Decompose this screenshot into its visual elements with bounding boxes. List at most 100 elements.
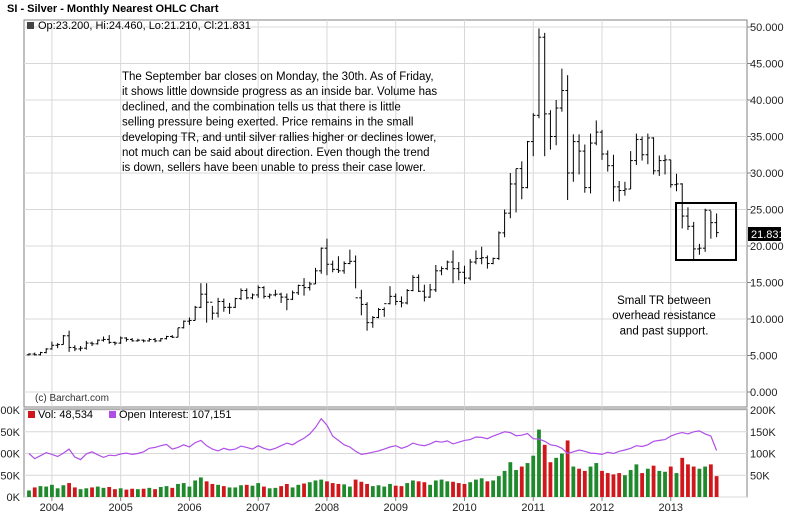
volume-bar bbox=[645, 468, 650, 497]
volume-bar bbox=[686, 464, 690, 497]
volume-bar bbox=[382, 486, 387, 497]
volume-bar bbox=[571, 466, 576, 497]
ohlc-bar bbox=[273, 289, 278, 297]
year-label: 2006 bbox=[177, 502, 201, 514]
volume-bar bbox=[376, 485, 381, 497]
volume-tick-label: 50K bbox=[0, 470, 20, 482]
volume-bar bbox=[330, 483, 335, 497]
ohlc-bar bbox=[284, 293, 290, 311]
annotation-text: The September bar closes on Monday, the … bbox=[122, 71, 437, 174]
ohlc-bar bbox=[387, 286, 393, 305]
ohlc-bar bbox=[456, 262, 461, 281]
x-axis: 2004 2005 2006 2007 2008 2009 2010 2011 2012 2013 bbox=[40, 497, 683, 514]
volume-bar bbox=[611, 474, 616, 497]
ohlc-bar bbox=[519, 161, 524, 200]
ohlc-bar bbox=[508, 173, 513, 219]
ohlc-bar bbox=[38, 351, 43, 356]
ohlc-bar bbox=[628, 151, 633, 190]
ohlc-bar bbox=[78, 346, 83, 352]
volume-bar bbox=[496, 476, 501, 497]
volume-bar bbox=[221, 486, 226, 497]
ohlc-bar bbox=[473, 250, 479, 265]
volume-bar bbox=[153, 489, 157, 497]
volume-bar bbox=[439, 479, 444, 497]
volume-bar bbox=[422, 482, 427, 497]
ohlc-bar bbox=[170, 335, 175, 338]
volume-bar bbox=[714, 476, 719, 497]
trading-range-box bbox=[675, 202, 737, 261]
volume-bar bbox=[623, 475, 627, 497]
ohlc-bar bbox=[525, 140, 530, 189]
ohlc-bar bbox=[118, 336, 123, 344]
volume-bar bbox=[250, 485, 255, 497]
ohlc-bar bbox=[192, 305, 198, 321]
ohlc-bar bbox=[256, 285, 261, 298]
volume-bar bbox=[577, 468, 581, 497]
ohlc-bar bbox=[296, 284, 301, 295]
volume-bar bbox=[399, 486, 404, 497]
price-axis-ticks: 0.000 5.000 10.000 15.000 20.000 25.000 30.000… bbox=[747, 22, 784, 399]
box-note-line: and past support. bbox=[620, 325, 709, 337]
volume-bar bbox=[72, 487, 77, 497]
volume-bar bbox=[634, 464, 639, 497]
volume-tick-label: 150K bbox=[0, 427, 21, 439]
ohlc-bar bbox=[668, 159, 673, 188]
volume-tick-label: 100K bbox=[0, 449, 21, 461]
ohlc-bar bbox=[238, 288, 244, 301]
volume-bar bbox=[44, 486, 49, 497]
ohlc-bar bbox=[462, 265, 467, 284]
volume-bar bbox=[565, 440, 570, 497]
volume-bar bbox=[456, 483, 461, 497]
ohlc-bar bbox=[233, 297, 238, 309]
volume-bar bbox=[284, 483, 289, 497]
volume-bar bbox=[428, 484, 432, 497]
ohlc-bar bbox=[301, 278, 307, 296]
volume-bar bbox=[697, 468, 702, 497]
credit-label: (c) Barchart.com bbox=[35, 393, 109, 404]
volume-bar bbox=[267, 488, 272, 497]
year-label: 2013 bbox=[659, 502, 683, 514]
volume-bar bbox=[548, 462, 553, 497]
volume-bar bbox=[680, 457, 685, 497]
volume-bar bbox=[479, 478, 484, 497]
year-label: 2012 bbox=[590, 502, 614, 514]
volume-bar bbox=[674, 473, 679, 497]
volume-bar bbox=[342, 484, 347, 497]
ohlc-bar bbox=[359, 289, 364, 316]
ohlc-bar bbox=[267, 293, 272, 299]
annotation-line: selling pressure being exerted. Price re… bbox=[122, 117, 413, 129]
volume-bar bbox=[628, 470, 633, 497]
volume-bar bbox=[491, 480, 496, 497]
year-label: 2007 bbox=[246, 502, 270, 514]
volume-bar bbox=[227, 487, 232, 497]
volume-bar bbox=[559, 453, 564, 497]
volume-bar bbox=[55, 488, 60, 497]
ohlc-bar bbox=[674, 173, 679, 192]
ohlc-bar bbox=[439, 266, 444, 276]
volume-bar bbox=[193, 480, 198, 497]
volume-bar bbox=[302, 483, 306, 497]
volume-bar bbox=[233, 487, 238, 497]
ohlc-bar bbox=[468, 259, 473, 281]
ohlc-bar bbox=[616, 181, 622, 202]
volume-bar bbox=[691, 466, 696, 497]
volume-bar bbox=[388, 483, 392, 497]
ohlc-bar bbox=[639, 136, 645, 161]
price-tick-label: 40.000 bbox=[750, 95, 784, 107]
ohlc-bar bbox=[536, 28, 542, 119]
ohlc-bar bbox=[702, 208, 708, 252]
volume-bar bbox=[588, 466, 593, 497]
last-price-label: 21.831 bbox=[751, 229, 785, 241]
volume-bar bbox=[313, 480, 318, 497]
ohlc-bar bbox=[565, 75, 570, 201]
volume-bar bbox=[113, 489, 117, 497]
box-note: Small TR between overhead resistance and p… bbox=[612, 295, 716, 337]
volume-bar bbox=[95, 486, 100, 497]
volume-bar bbox=[370, 486, 375, 497]
ohlc-bar bbox=[697, 243, 702, 255]
volume-bar bbox=[651, 465, 656, 497]
volume-bar bbox=[176, 483, 180, 497]
volume-bar bbox=[101, 487, 106, 497]
price-tick-label: 20.000 bbox=[750, 241, 784, 253]
